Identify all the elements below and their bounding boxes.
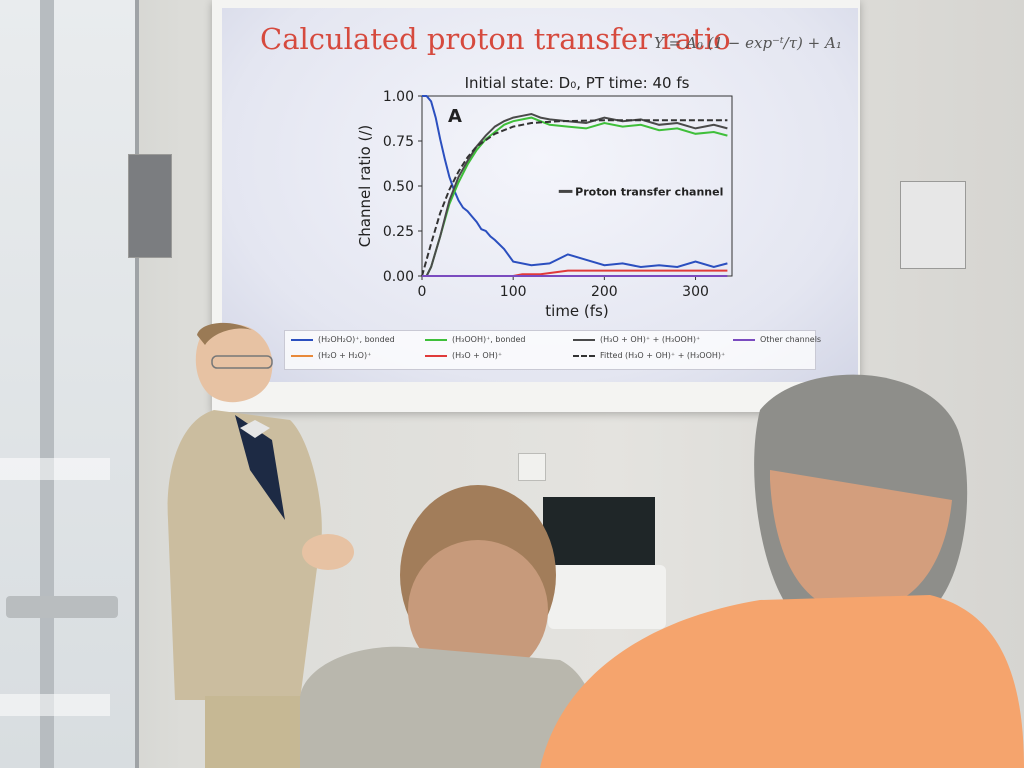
legend-item: (H₃O + OH)⁺ + (H₃OOH)⁺: [573, 335, 700, 344]
series-line-4: [422, 112, 728, 277]
y-tick-label: 0.00: [383, 269, 414, 285]
x-tick-label: 300: [682, 284, 709, 300]
legend-item: Fitted (H₃O + OH)⁺ + (H₃OOH)⁺: [573, 351, 725, 360]
audience-member-right: [540, 374, 1024, 768]
y-tick-label: 1.00: [383, 89, 414, 105]
door-frame: [40, 0, 54, 768]
presentation-slide: Calculated proton transfer ratio Y = A₀ …: [222, 8, 858, 382]
x-tick-label: 200: [591, 284, 618, 300]
power-outlet: [518, 453, 546, 481]
y-tick-label: 0.25: [383, 224, 414, 240]
chart-legend: (H₂OH₂O)⁺, bonded (H₂O + H₂O)⁺ (H₃OOH)⁺, b…: [284, 330, 821, 370]
legend-item: (H₃O + OH)⁺: [425, 351, 502, 360]
audience-member-left: [300, 485, 600, 768]
x-tick-label: 100: [500, 284, 527, 300]
y-tick-label: 0.75: [383, 134, 414, 150]
y-tick-label: 0.50: [383, 179, 414, 195]
legend-item: Other channels: [733, 335, 821, 344]
legend-label: Fitted (H₃O + OH)⁺ + (H₃OOH)⁺: [600, 351, 726, 360]
legend-swatch: [291, 354, 313, 357]
x-axis-label: time (fs): [545, 302, 608, 320]
legend-swatch: [733, 338, 755, 341]
door-decal-molecule: [0, 458, 110, 480]
legend-item: (H₂OH₂O)⁺, bonded: [291, 335, 395, 344]
legend-item: (H₂O + H₂O)⁺: [291, 351, 371, 360]
laptop-base: [548, 565, 666, 629]
legend-swatch: [573, 338, 595, 341]
series-line-5: [421, 119, 728, 277]
legend-label: (H₂O + H₂O)⁺: [318, 351, 372, 360]
legend-label: Other channels: [760, 335, 822, 344]
presenter: [167, 322, 354, 768]
legend-swatch: [425, 338, 447, 341]
panel-label: A: [448, 106, 462, 127]
glass-door: [0, 0, 139, 768]
legend-item: (H₃OOH)⁺, bonded: [425, 335, 526, 344]
wall-speaker-right: [900, 181, 966, 269]
legend-swatch: [573, 354, 595, 357]
series-line-0: [422, 95, 728, 269]
annotation-label: Proton transfer channel: [575, 185, 723, 198]
laptop-screen: [543, 497, 655, 567]
legend-label: (H₃OOH)⁺, bonded: [452, 335, 526, 344]
chart: Initial state: D₀, PT time: 40 fs A 0.00 0.…: [222, 8, 858, 382]
series-line-2: [422, 116, 728, 277]
slide-title: Calculated proton transfer ratio: [260, 22, 731, 56]
legend-label: (H₂OH₂O)⁺, bonded: [318, 335, 395, 344]
y-axis-label: Channel ratio (/): [356, 125, 374, 247]
legend-label: (H₃O + OH)⁺: [452, 351, 503, 360]
legend-swatch: [425, 354, 447, 357]
chart-svg: Initial state: D₀, PT time: 40 fsA 0.00 0.…: [356, 74, 733, 320]
door-handle[interactable]: [6, 596, 118, 618]
door-decal-molecule: [0, 694, 110, 716]
x-tick-label: 0: [418, 284, 427, 300]
slide-formula: Y = A₀ (1 − exp⁻ᵗ/τ) + A₁: [654, 34, 842, 52]
wall-speaker-left: [128, 154, 172, 258]
legend-swatch: [291, 338, 313, 341]
chart-title: Initial state: D₀, PT time: 40 fs: [465, 74, 690, 92]
legend-label: (H₃O + OH)⁺ + (H₃OOH)⁺: [600, 335, 701, 344]
